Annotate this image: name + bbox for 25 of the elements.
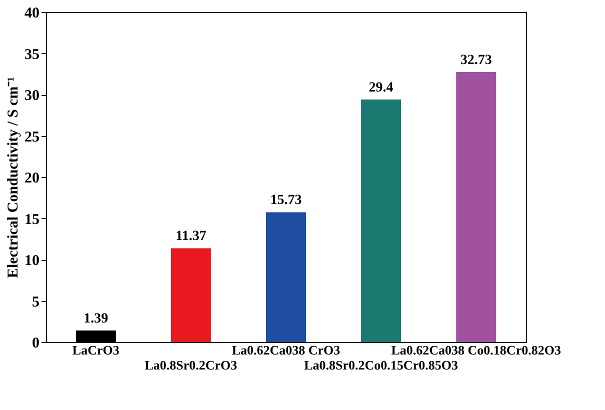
- bar: [170, 248, 211, 342]
- data-label: 32.73: [460, 52, 492, 68]
- x-tick-label: La0.8Sr0.2Co0.15Cr0.85O3: [304, 358, 458, 372]
- bar: [456, 72, 496, 342]
- y-axis-title: Electrical Conductivity / S cm⁻¹: [6, 76, 22, 278]
- x-tick-label: La0.62Ca038 Co0.18Cr0.82O3: [391, 342, 562, 358]
- bar: [361, 99, 402, 342]
- y-tick-label: 35: [24, 46, 40, 63]
- y-tick-label: 0: [32, 336, 40, 352]
- data-label: 15.73: [270, 193, 302, 208]
- x-tick-label: La0.62Ca038 CrO3: [232, 342, 341, 358]
- bar: [76, 330, 116, 342]
- data-label: 1.39: [84, 312, 108, 327]
- data-label: 11.37: [176, 229, 206, 244]
- y-tick-label: 20: [24, 170, 40, 186]
- x-tick-label: LaCrO3: [72, 342, 120, 358]
- y-tick-label: 25: [24, 129, 40, 146]
- y-tick-label: 15: [24, 212, 40, 228]
- y-tick-label: 5: [32, 294, 40, 310]
- y-tick-label: 10: [24, 253, 40, 269]
- y-tick-label: 30: [24, 88, 40, 104]
- bar: [266, 212, 306, 342]
- y-tick-label: 40: [24, 6, 40, 22]
- x-tick-label: La0.8Sr0.2CrO3: [144, 358, 238, 372]
- data-label: 29.4: [368, 80, 394, 96]
